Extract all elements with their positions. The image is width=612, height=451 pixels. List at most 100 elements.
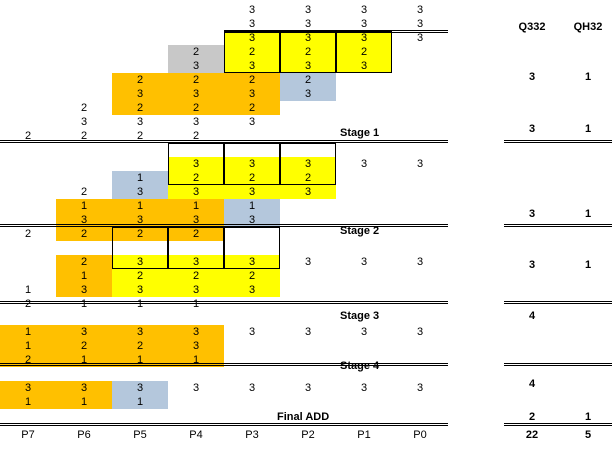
bit-cell: 3 <box>56 381 112 395</box>
stage-separator <box>0 363 448 366</box>
bit-cell: 1 <box>56 199 112 213</box>
bit-cell: 2 <box>112 339 168 353</box>
bit-cell: 2 <box>280 73 336 87</box>
bit-cell: 2 <box>112 73 168 87</box>
bit-cell: 2 <box>336 45 392 59</box>
column-header-p3: P3 <box>245 429 259 441</box>
bit-cell: 3 <box>112 213 168 227</box>
bit-cell: 3 <box>168 213 224 227</box>
qh32-header: QH32 <box>573 21 603 33</box>
bit-cell: 3 <box>280 157 336 171</box>
qh32-count: 1 <box>584 411 592 423</box>
bit-cell: 2 <box>112 269 168 283</box>
bit-cell: 3 <box>360 18 368 30</box>
bit-cell: 1 <box>168 199 224 213</box>
column-header-p5: P5 <box>133 429 147 441</box>
q332-count: 4 <box>528 310 536 322</box>
bit-cell: 3 <box>304 18 312 30</box>
bit-cell: 3 <box>168 325 224 339</box>
bit-cell: 1 <box>224 199 280 213</box>
bit-cell: 2 <box>168 45 224 59</box>
bit-cell: 3 <box>416 256 424 268</box>
bit-cell: 3 <box>224 213 280 227</box>
bit-cell: 3 <box>112 185 168 199</box>
bit-cell: 3 <box>416 18 424 30</box>
bit-cell: 3 <box>168 255 224 269</box>
bit-cell: 3 <box>304 4 312 16</box>
q332-count: 4 <box>528 378 536 390</box>
bit-cell: 3 <box>416 4 424 16</box>
bit-cell: 1 <box>0 339 56 353</box>
bit-cell: 2 <box>136 130 144 142</box>
bit-cell: 2 <box>56 227 112 241</box>
bit-cell: 3 <box>224 185 280 199</box>
qh32-count: 1 <box>584 259 592 271</box>
bit-cell: 3 <box>280 185 336 199</box>
bit-cell: 1 <box>0 325 56 339</box>
bit-cell: 3 <box>168 157 224 171</box>
bit-cell: 1 <box>112 395 168 409</box>
column-header-p6: P6 <box>77 429 91 441</box>
bit-cell: 1 <box>56 395 112 409</box>
bit-cell: 3 <box>80 116 88 128</box>
stage-separator <box>224 30 448 33</box>
bit-cell: 3 <box>248 116 256 128</box>
bit-cell: 3 <box>224 283 280 297</box>
bit-cell: 2 <box>112 101 168 115</box>
bit-cell: 3 <box>224 31 280 45</box>
bit-cell: 2 <box>224 45 280 59</box>
stage-separator <box>0 301 448 304</box>
bit-cell: 2 <box>224 73 280 87</box>
bit-cell: 3 <box>168 185 224 199</box>
column-header-p7: P7 <box>21 429 35 441</box>
bit-cell: 3 <box>224 255 280 269</box>
bit-cell: 1 <box>112 199 168 213</box>
q332-count: 3 <box>528 208 536 220</box>
bit-cell: 3 <box>112 87 168 101</box>
bit-cell: 3 <box>112 255 168 269</box>
bit-cell: 3 <box>112 325 168 339</box>
bit-cell: 2 <box>112 227 168 241</box>
bit-cell: 2 <box>24 228 32 240</box>
bit-cell: 2 <box>80 102 88 114</box>
stage-label: Stage 3 <box>340 310 380 322</box>
stage-label: Final ADD <box>277 411 330 423</box>
bit-cell: 2 <box>224 269 280 283</box>
total-separator <box>504 423 612 426</box>
bit-cell: 3 <box>280 87 336 101</box>
bit-cell: 2 <box>280 171 336 185</box>
stage-label: Stage 1 <box>340 127 380 139</box>
bit-cell: 2 <box>56 339 112 353</box>
bit-cell: 3 <box>280 59 336 73</box>
bit-cell: 2 <box>168 73 224 87</box>
bit-cell: 1 <box>112 171 168 185</box>
bit-cell: 3 <box>56 283 112 297</box>
bit-cell: 3 <box>336 59 392 73</box>
stage-separator <box>504 363 612 366</box>
bit-cell: 3 <box>136 116 144 128</box>
bit-cell: 3 <box>56 213 112 227</box>
bit-cell: 3 <box>224 157 280 171</box>
bit-cell: 3 <box>168 87 224 101</box>
bit-cell: 1 <box>192 298 200 310</box>
bit-cell: 2 <box>80 186 88 198</box>
qh32-count: 1 <box>584 123 592 135</box>
bit-cell: 2 <box>280 45 336 59</box>
bit-cell: 3 <box>168 283 224 297</box>
q332-count: 3 <box>528 123 536 135</box>
bit-cell: 3 <box>416 158 424 170</box>
bit-cell: 3 <box>168 339 224 353</box>
bit-cell: 3 <box>248 382 256 394</box>
bit-cell: 3 <box>360 158 368 170</box>
bit-cell: 3 <box>168 59 224 73</box>
bit-cell: 1 <box>56 269 112 283</box>
bit-cell: 1 <box>136 298 144 310</box>
bit-cell: 3 <box>112 283 168 297</box>
stage-separator <box>0 224 448 227</box>
stage-separator <box>0 140 448 143</box>
bit-cell: 3 <box>360 4 368 16</box>
bit-cell: 3 <box>0 381 56 395</box>
bit-cell: 3 <box>224 87 280 101</box>
bit-cell: 2 <box>192 130 200 142</box>
